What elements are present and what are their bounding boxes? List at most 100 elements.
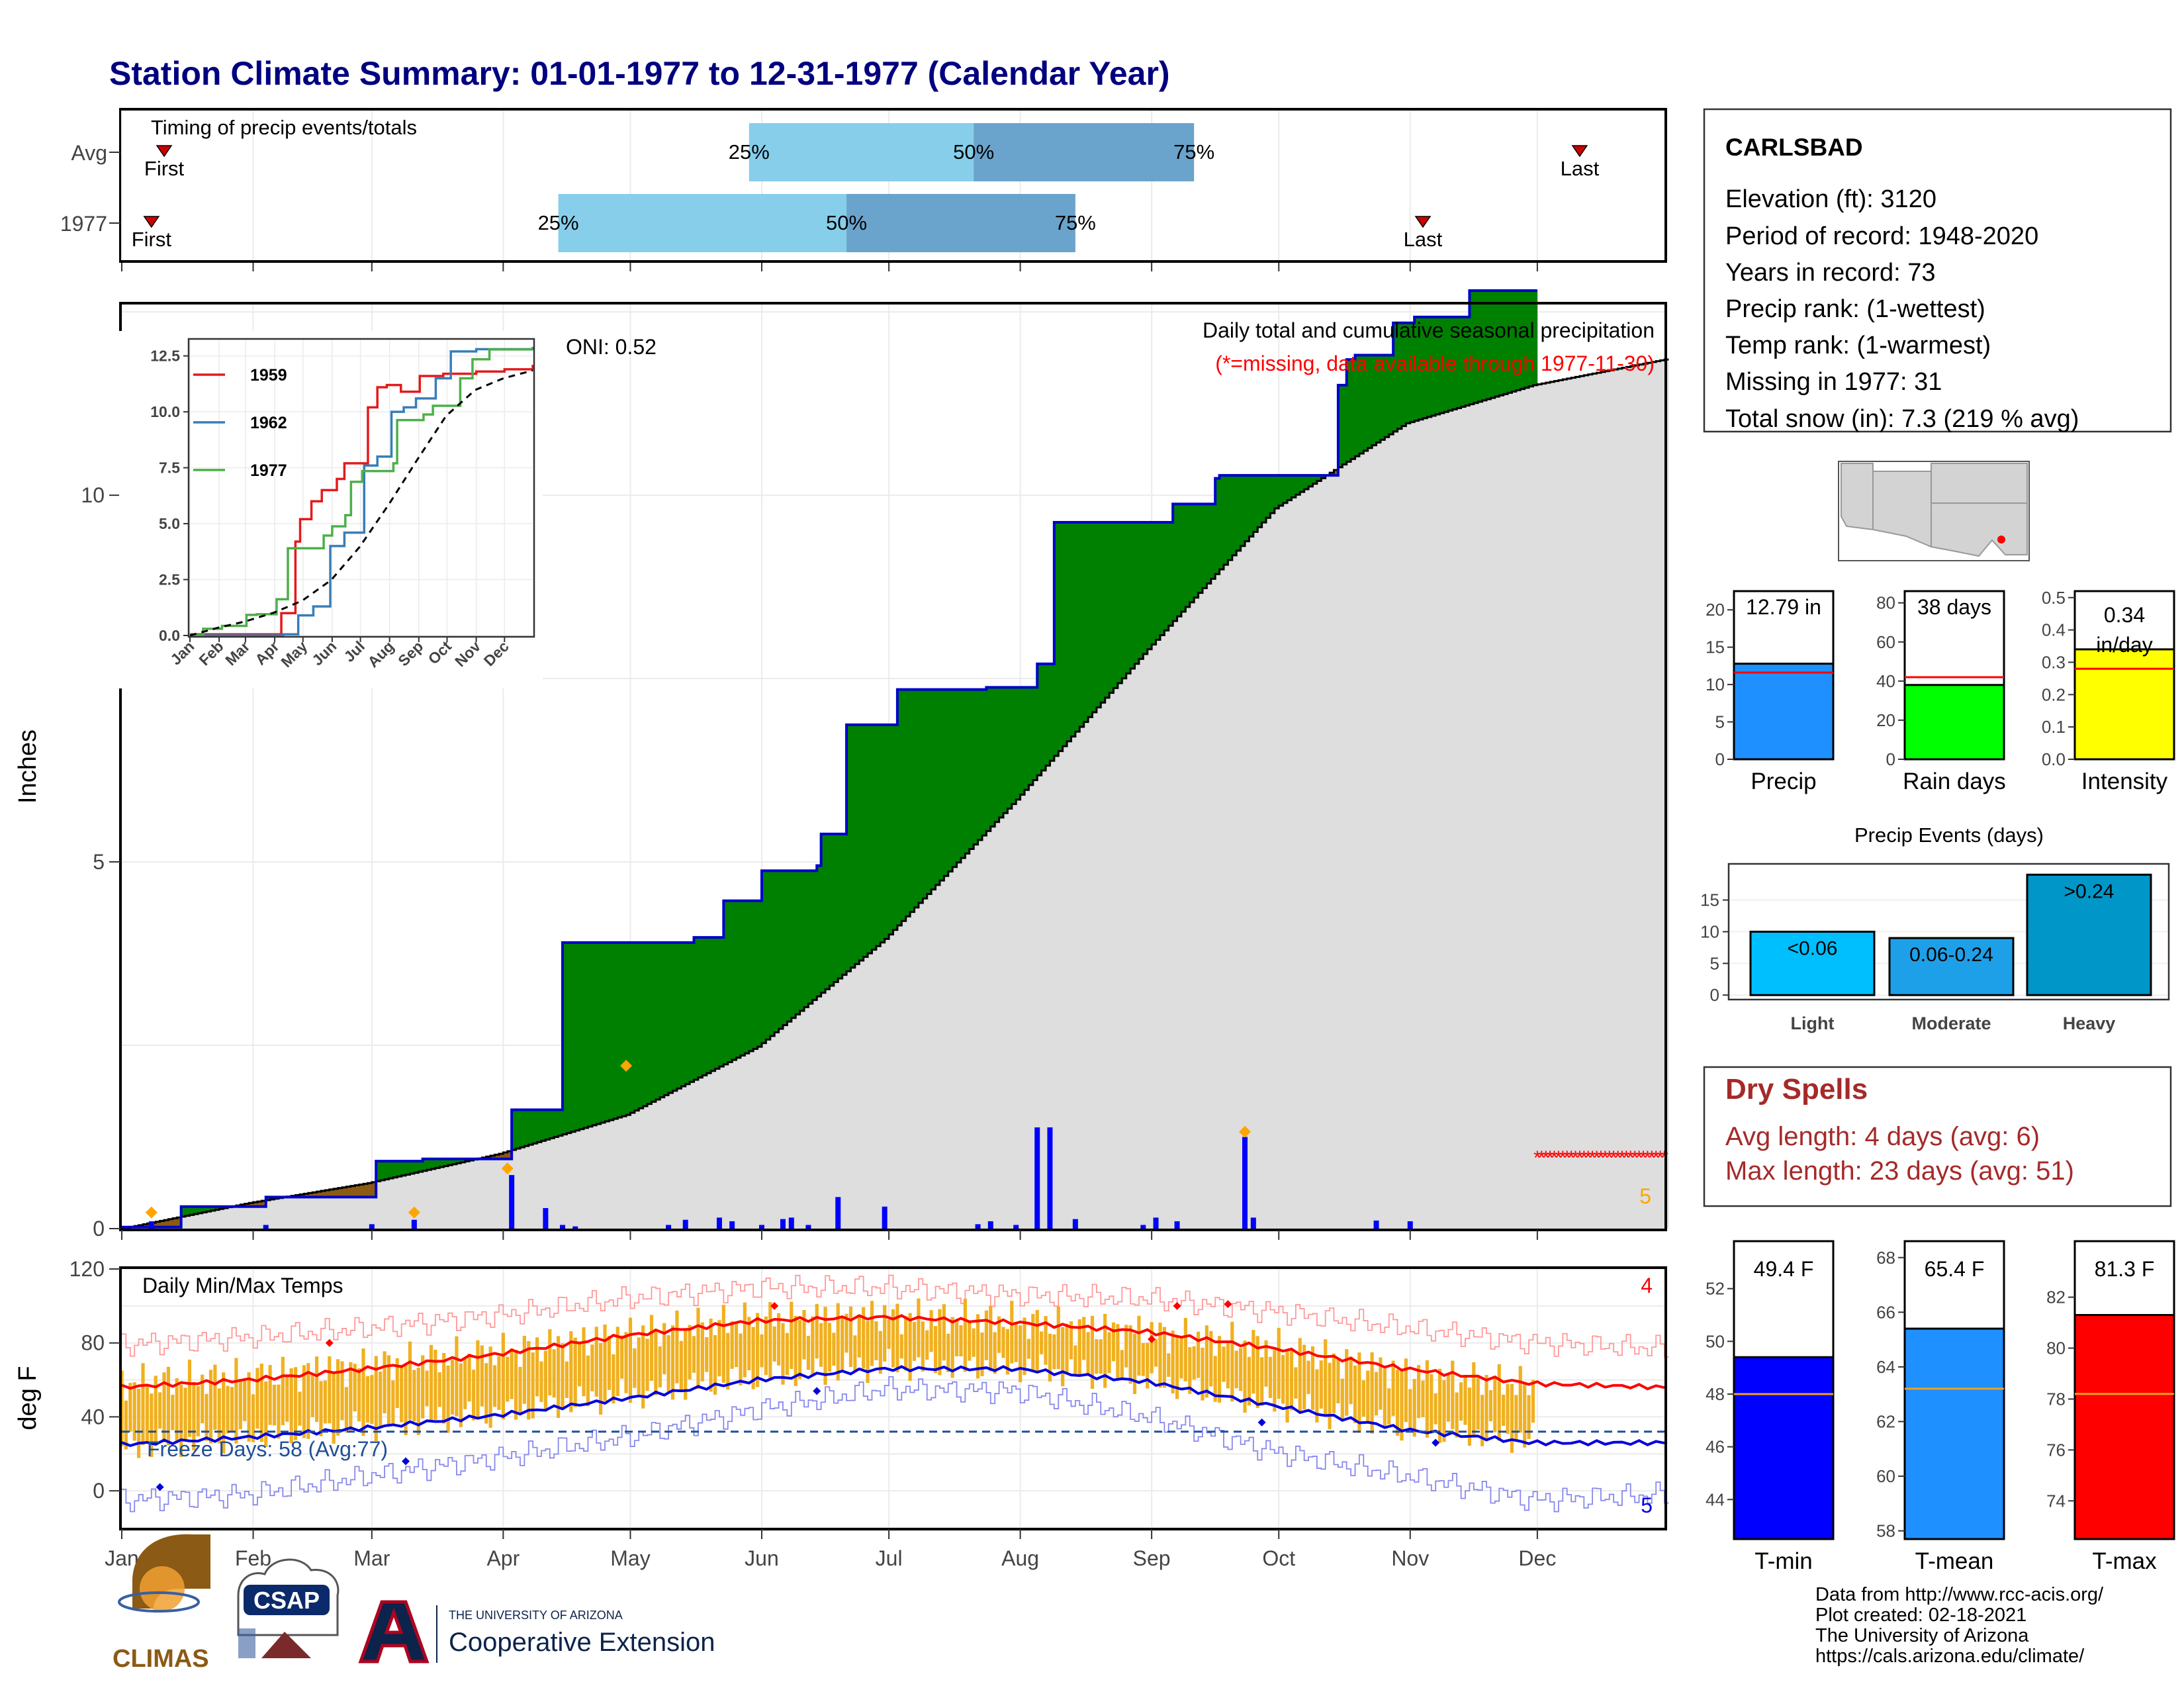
events-bar-heavy — [2026, 873, 2152, 996]
temp-title: Daily Min/Max Temps — [142, 1274, 343, 1297]
temp-axes: 0 40 80 120 — [69, 1257, 1538, 1539]
daily-precip-bar — [716, 1217, 722, 1229]
daily-temp-range-bar — [192, 1382, 196, 1451]
inset-legend: 1959 1962 1977 — [193, 366, 287, 480]
month-axis: Jan Feb Mar Apr May Jun Jul Aug Sep Oct Nov Dec — [105, 263, 1556, 1570]
daily-temp-range-bar — [1374, 1372, 1379, 1416]
daily-temp-range-bar — [976, 1314, 980, 1379]
daily-temp-range-bar — [1230, 1321, 1234, 1402]
daily-temp-range-bar — [925, 1330, 929, 1360]
daily-temp-range-bar — [1243, 1340, 1247, 1413]
temp-summary-category-label: T-max — [2092, 1548, 2157, 1574]
daily-temp-range-bar — [1001, 1327, 1005, 1358]
summary-y-tick-label: 40 — [1876, 671, 1895, 691]
daily-precip-bar — [975, 1224, 981, 1229]
temp-summary-y-tick-label: 82 — [2046, 1288, 2066, 1307]
temp-summary-y-tick-label: 78 — [2046, 1389, 2066, 1409]
daily-temp-range-bar — [662, 1323, 666, 1375]
temp-missing-min: 5 — [1641, 1493, 1653, 1517]
daily-temp-range-bar — [963, 1298, 967, 1372]
missing-day-marker: * — [1584, 1147, 1592, 1169]
daily-temp-range-bar — [912, 1321, 917, 1361]
daily-temp-range-bar — [878, 1331, 882, 1374]
daily-temp-range-bar — [471, 1370, 476, 1421]
daily-temp-range-bar — [1488, 1390, 1493, 1422]
events-plot: 0 5 10 15 <0.06 Light 0.06-0.24 Moderate >0.24 He… — [1700, 873, 2167, 1033]
summary-y-tick-label: 0.2 — [2042, 684, 2066, 704]
events-title: Precip Events (days) — [1854, 823, 2044, 847]
temp-missing-max: 4 — [1641, 1274, 1653, 1297]
daily-temp-range-bar — [1167, 1353, 1171, 1377]
inset-series-line-1959 — [190, 365, 534, 636]
cumulative-1977-line — [122, 289, 1537, 1229]
daily-temp-range-bar — [1107, 1332, 1111, 1374]
record-temp-marker — [402, 1457, 410, 1466]
daily-temp-range-bar — [1023, 1317, 1026, 1376]
summary-y-tick-label: 60 — [1876, 632, 1895, 652]
daily-temp-range-bar — [751, 1327, 755, 1389]
daily-temp-range-bar — [1019, 1325, 1023, 1383]
daily-temp-range-bar — [717, 1320, 721, 1377]
daily-temp-range-bar — [862, 1307, 866, 1369]
daily-temp-range-bar — [624, 1332, 628, 1393]
daily-precip-bar — [1153, 1217, 1159, 1229]
daily-temp-range-bar — [488, 1346, 492, 1428]
daily-temp-range-bar — [569, 1331, 573, 1413]
daily-temp-range-bar — [1268, 1356, 1273, 1398]
daily-temp-range-bar — [734, 1323, 739, 1368]
month-label: Jun — [745, 1546, 779, 1570]
map-states-shape — [1841, 463, 2028, 557]
daily-precip-bar — [882, 1206, 887, 1229]
temp-summary-value-label: 49.4 F — [1754, 1257, 1814, 1281]
timing-last-label: Last — [1404, 228, 1443, 251]
events-bar-light — [1749, 931, 1876, 996]
station-line: Temp rank: (1-warmest) — [1725, 332, 1991, 359]
daily-temp-range-bar — [323, 1380, 327, 1424]
climas-logo-text: CLIMAS — [113, 1645, 209, 1673]
daily-temp-range-bar — [1099, 1339, 1103, 1374]
normal-cumulative-line — [122, 358, 1669, 1230]
daily-precip-bar — [835, 1197, 841, 1229]
daily-temp-range-bar — [535, 1337, 539, 1397]
daily-temp-range-bar — [980, 1332, 984, 1376]
daily-temp-range-bar — [1056, 1306, 1060, 1370]
daily-temp-range-bar — [1095, 1338, 1099, 1374]
daily-temp-range-bar — [208, 1370, 213, 1444]
daily-precip-bar — [1034, 1127, 1040, 1229]
csap-logo-text: CSAP — [253, 1587, 320, 1614]
daily-temp-range-bar — [764, 1316, 768, 1376]
month-label: Sep — [1133, 1546, 1171, 1570]
timing-first-label: First — [144, 157, 185, 180]
daily-temp-range-bar — [455, 1336, 459, 1417]
daily-temp-range-bar — [1383, 1368, 1387, 1429]
daily-temp-range-bar — [285, 1375, 289, 1422]
events-bar-label: >0.24 — [2064, 880, 2115, 902]
missing-day-marker: * — [1614, 1147, 1622, 1169]
daily-temp-range-bar — [785, 1333, 790, 1376]
daily-temp-range-bar — [1302, 1344, 1306, 1410]
daily-temp-range-bar — [1294, 1367, 1298, 1399]
events-category-label: Heavy — [2063, 1013, 2116, 1033]
summary-y-tick-label: 80 — [1876, 593, 1895, 613]
missing-day-marker: * — [1648, 1147, 1656, 1169]
timing-first-marker — [143, 216, 160, 228]
daily-temp-range-bar — [713, 1335, 717, 1395]
inset-y-tick-label: 12.5 — [150, 348, 180, 365]
missing-day-marker: * — [1618, 1147, 1626, 1169]
daily-temp-range-bar — [755, 1313, 760, 1387]
daily-temp-range-bar — [349, 1362, 353, 1431]
inset-legend-label: 1959 — [250, 366, 287, 385]
dry-spells-box: Dry Spells Avg length: 4 days (avg: 6) M… — [1703, 1066, 2172, 1207]
summary-category-label: Rain days — [1903, 769, 2006, 794]
timing-title: Timing of precip events/totals — [151, 116, 417, 139]
daily-temp-range-bar — [1480, 1395, 1484, 1446]
daily-temp-range-bar — [806, 1336, 811, 1370]
daily-temp-range-bar — [166, 1366, 171, 1446]
temp-y-tick-label: 40 — [81, 1405, 105, 1429]
summary-category-label: Precip — [1751, 769, 1816, 794]
daily-temp-range-bar — [128, 1383, 132, 1432]
extreme-event-marker — [145, 1206, 158, 1219]
extreme-event-marker — [620, 1060, 633, 1072]
daily-temp-range-bar — [162, 1372, 166, 1442]
csap-logo: CSAP — [237, 1558, 340, 1658]
